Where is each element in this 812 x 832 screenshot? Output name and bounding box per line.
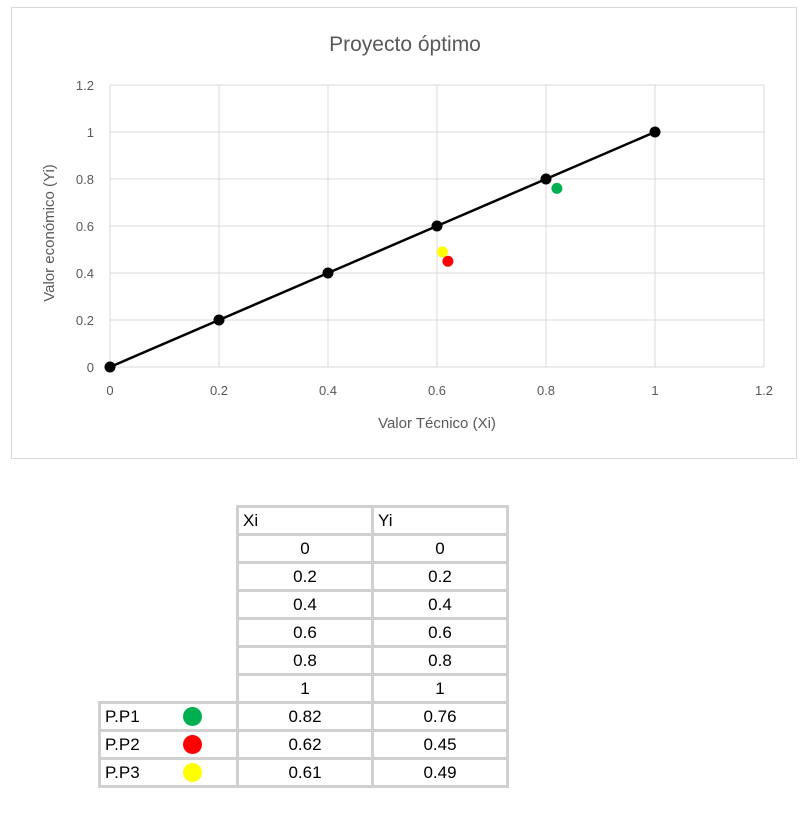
data-point [322,267,334,279]
cell-y: 0.6 [371,617,509,648]
cell-x: 0 [236,533,374,564]
y-tick-label: 1.2 [76,78,94,93]
table-row: 0.6 0.6 [100,617,509,648]
cell-x: 0.6 [236,617,374,648]
cell-x: 0.61 [236,757,374,788]
empty-cell [100,647,238,675]
data-point [540,173,552,185]
cell-y: 0.45 [371,729,509,760]
empty-cell [100,535,238,563]
table-row: 0.8 0.8 [100,645,509,676]
cell-x: 0.2 [236,561,374,592]
data-point [442,255,454,267]
cell-y: 1 [371,673,509,704]
series [104,126,661,373]
data-point [551,182,563,194]
x-tick-label: 1 [651,383,658,398]
data-point [436,246,448,258]
y-tick-label: 0.2 [76,313,94,328]
header-y: Yi [371,505,509,536]
table-row: P.P1 0.82 0.76 [98,701,509,732]
x-tick-label: 1.2 [755,383,773,398]
cell-y: 0.76 [371,701,509,732]
table-row: P.P2 0.62 0.45 [98,729,509,760]
data-point [649,126,661,138]
color-dot-icon [183,763,202,782]
x-axis-ticks: 0 0.2 0.4 0.6 0.8 1 1.2 [106,383,773,398]
data-point [104,361,116,373]
chart-container: Proyecto óptimo 0 0.2 0.4 0.6 0.8 1 1.2 0 0.2 0.… [11,7,797,459]
cell-x: 0.82 [236,701,374,732]
data-table: Xi Yi 0 0 0.2 0.2 0.4 0.4 0.6 0.6 0.8 0.8 1 1 P.P1 0.82… [98,505,509,788]
cell-x: 0.4 [236,589,374,620]
cell-y: 0.49 [371,757,509,788]
empty-cell [100,619,238,647]
cell-y: 0.2 [371,561,509,592]
row-label: P.P2 [105,734,140,754]
header-x: Xi [236,505,374,536]
cell-y: 0.4 [371,589,509,620]
color-dot-icon [183,735,202,754]
empty-cell [100,591,238,619]
empty-cell [100,507,238,535]
data-point [213,314,225,326]
cell-x: 0.62 [236,729,374,760]
y-tick-label: 1 [87,125,94,140]
chart-title: Proyecto óptimo [329,33,481,56]
empty-cell [100,675,238,703]
y-tick-label: 0.6 [76,219,94,234]
row-label-cell: P.P1 [98,701,239,732]
scatter-chart: Proyecto óptimo 0 0.2 0.4 0.6 0.8 1 1.2 0 0.2 0.… [41,33,773,432]
x-tick-label: 0.2 [210,383,228,398]
cell-x: 1 [236,673,374,704]
y-tick-label: 0 [87,360,94,375]
x-tick-label: 0.6 [428,383,446,398]
x-axis-title: Valor Técnico (Xi) [378,415,496,432]
row-label-cell: P.P3 [98,757,239,788]
cell-y: 0.8 [371,645,509,676]
row-label-cell: P.P2 [98,729,239,760]
y-tick-label: 0.4 [76,266,94,281]
data-point [431,220,443,232]
cell-y: 0 [371,533,509,564]
x-tick-label: 0 [106,383,113,398]
x-tick-label: 0.8 [537,383,555,398]
x-tick-label: 0.4 [319,383,337,398]
color-dot-icon [183,707,202,726]
row-label: P.P3 [105,762,140,782]
series-line [109,130,656,369]
empty-cell [100,563,238,591]
y-axis-ticks: 0 0.2 0.4 0.6 0.8 1 1.2 [76,78,94,375]
table-row: 0.4 0.4 [100,589,509,620]
table-header-row: Xi Yi [100,505,509,536]
table-row: 0.2 0.2 [100,561,509,592]
cell-x: 0.8 [236,645,374,676]
table-row: P.P3 0.61 0.49 [98,757,509,788]
y-tick-label: 0.8 [76,172,94,187]
row-label: P.P1 [105,706,140,726]
y-axis-title: Valor económico (Yi) [41,164,58,302]
